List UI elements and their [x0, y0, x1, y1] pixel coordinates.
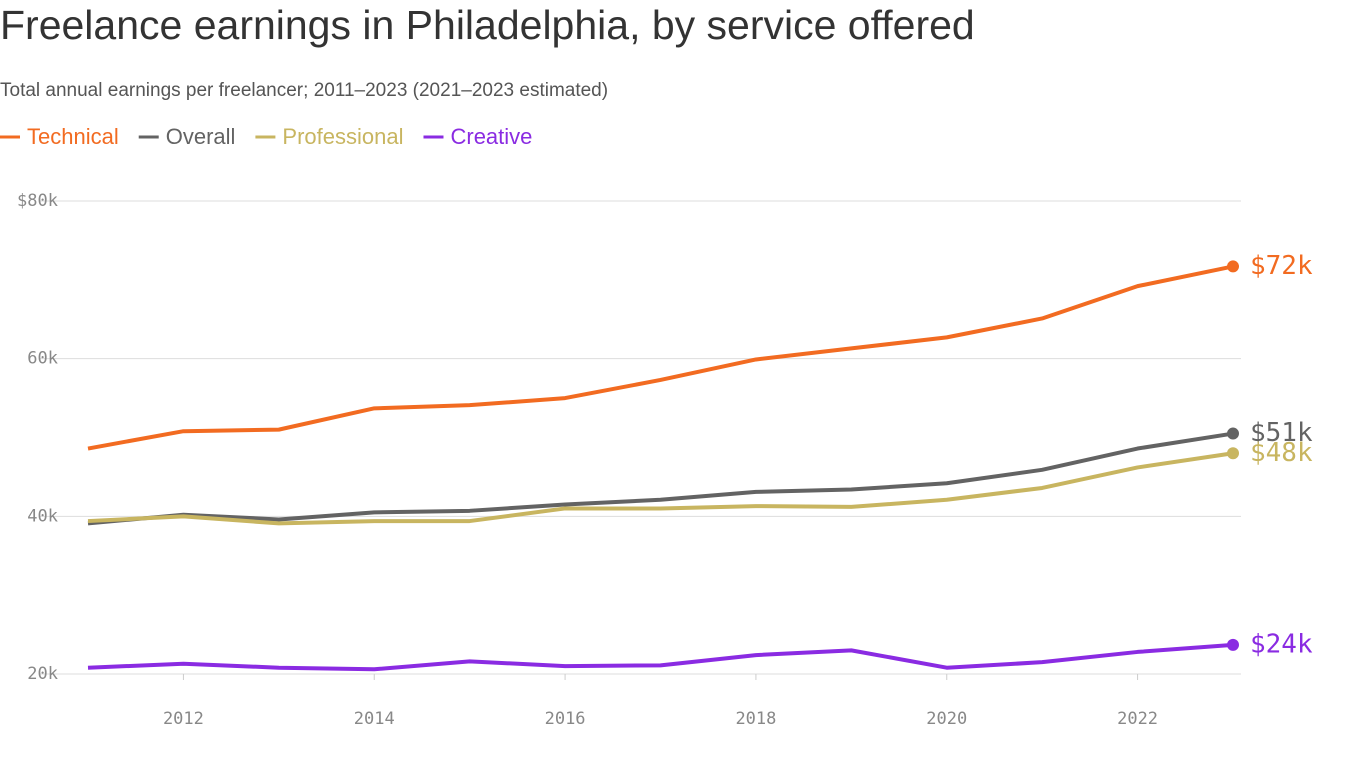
end-label: $51k [1250, 418, 1313, 448]
legend-label: Creative [450, 124, 532, 149]
series-line [87, 451, 1234, 526]
chart-subtitle: Total annual earnings per freelancer; 20… [0, 80, 608, 101]
x-tick-label: 2012 [163, 709, 204, 729]
legend-label: Technical [27, 124, 119, 149]
x-tick-label: 2014 [354, 709, 395, 729]
end-dot [1227, 638, 1239, 651]
end-dot [1227, 447, 1239, 460]
y-tick-label: 20k [27, 664, 58, 684]
chart-title: Freelance earnings in Philadelphia, by s… [0, 2, 975, 48]
x-tick-label: 2018 [735, 709, 776, 729]
end-dot [1227, 260, 1239, 273]
legend-label: Overall [166, 124, 236, 149]
x-tick-label: 2022 [1117, 709, 1158, 729]
y-tick-label: $80k [17, 191, 58, 211]
end-label: $72k [1250, 251, 1313, 281]
end-label: $48k [1250, 438, 1313, 468]
series-line [87, 431, 1234, 526]
end-dot [1227, 427, 1239, 440]
legend-label: Professional [282, 124, 403, 149]
x-tick-label: 2016 [545, 709, 586, 729]
y-tick-label: 60k [27, 349, 58, 369]
series-line [87, 264, 1234, 451]
y-tick-label: 40k [27, 506, 58, 526]
series-line [87, 642, 1234, 672]
end-label: $24k [1250, 629, 1313, 659]
x-tick-label: 2020 [926, 709, 967, 729]
